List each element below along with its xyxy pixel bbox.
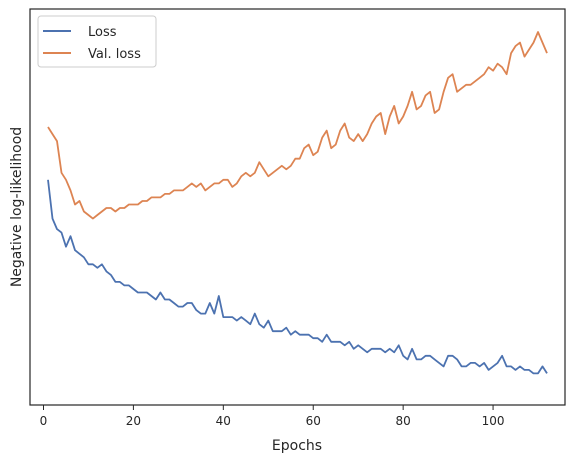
series-line-val-loss [47,31,548,220]
x-axis-ticks: 0 20 40 60 80 100 [40,405,505,428]
series-line-loss [47,179,548,375]
x-tick-label: 40 [216,414,231,428]
legend: Loss Val. loss [37,15,157,68]
legend-label-val-loss: Val. loss [88,47,141,62]
x-tick-label: 20 [126,414,141,428]
x-tick-label: 0 [40,414,48,428]
plot-area [29,8,566,406]
x-tick-label: 100 [482,414,505,428]
x-tick-label: 60 [306,414,321,428]
y-axis-label: Negative log-likelihood [9,127,25,287]
legend-box [37,15,157,68]
x-axis-label: Epochs [272,438,322,454]
legend-label-loss: Loss [88,25,117,40]
x-tick-label: 80 [396,414,411,428]
series-layer [47,31,548,375]
